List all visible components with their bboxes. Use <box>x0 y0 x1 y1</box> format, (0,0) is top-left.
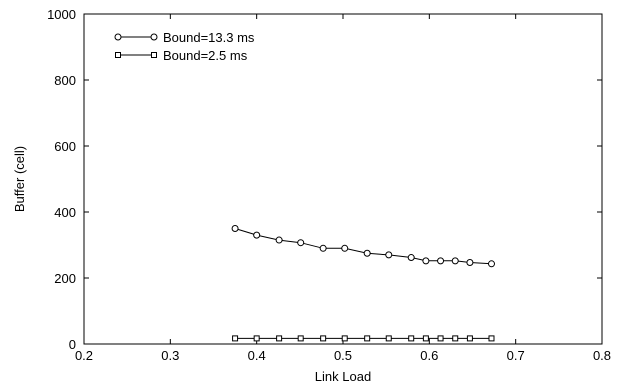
data-point <box>320 335 327 342</box>
legend-marker <box>115 52 121 58</box>
y-tick-label: 800 <box>54 73 76 88</box>
data-point <box>341 335 348 342</box>
legend-label: Bound=13.3 ms <box>163 30 255 45</box>
data-point <box>253 231 261 239</box>
data-point <box>275 236 283 244</box>
y-tick-label: 0 <box>69 337 76 352</box>
x-tick-label: 0.5 <box>334 348 352 363</box>
plot-frame <box>83 13 603 345</box>
data-point <box>385 335 392 342</box>
legend-label: Bound=2.5 ms <box>163 48 248 63</box>
data-point <box>452 335 459 342</box>
data-point <box>437 335 444 342</box>
data-point <box>466 258 474 266</box>
data-point <box>341 244 349 252</box>
x-tick-label: 0.7 <box>507 348 525 363</box>
data-point <box>437 257 445 265</box>
data-point <box>231 225 239 232</box>
x-axis-title: Link Load <box>315 369 371 384</box>
series-2 <box>232 335 495 342</box>
data-point <box>407 254 415 262</box>
legend-marker <box>151 52 157 58</box>
data-point <box>422 257 430 265</box>
x-tick-label: 0.2 <box>75 348 93 363</box>
legend-marker <box>150 33 158 41</box>
y-axis-title: Buffer (cell) <box>12 146 27 212</box>
data-point <box>488 335 495 342</box>
series-1 <box>231 225 495 268</box>
series-layer <box>231 225 495 342</box>
data-point <box>363 249 371 257</box>
y-tick-label: 400 <box>54 205 76 220</box>
legend-item: Bound=13.3 ms <box>114 30 255 45</box>
axis-ticks: 0.2 0.3 0.4 0.5 0.6 0.7 0.8 0 200 400 600 800 1000 <box>47 7 611 363</box>
data-point <box>385 251 393 259</box>
legend-item: Bound=2.5 ms <box>115 48 248 63</box>
y-tick-label: 1000 <box>47 7 76 22</box>
data-point <box>422 335 429 342</box>
y-tick-label: 600 <box>54 139 76 154</box>
x-tick-label: 0.4 <box>248 348 266 363</box>
data-point <box>253 335 260 342</box>
data-point <box>276 335 283 342</box>
x-tick-label: 0.8 <box>593 348 611 363</box>
data-point <box>487 260 495 268</box>
data-point <box>232 335 239 342</box>
y-tick-label: 200 <box>54 271 76 286</box>
x-tick-label: 0.6 <box>420 348 438 363</box>
data-point <box>297 239 305 247</box>
data-point <box>451 257 459 265</box>
data-point <box>297 335 304 342</box>
data-point <box>408 335 415 342</box>
data-point <box>364 335 371 342</box>
legend: Bound=13.3 ms Bound=2.5 ms <box>114 30 255 63</box>
data-point <box>466 335 473 342</box>
legend-marker <box>114 33 122 41</box>
x-tick-label: 0.3 <box>161 348 179 363</box>
data-point <box>319 244 327 252</box>
